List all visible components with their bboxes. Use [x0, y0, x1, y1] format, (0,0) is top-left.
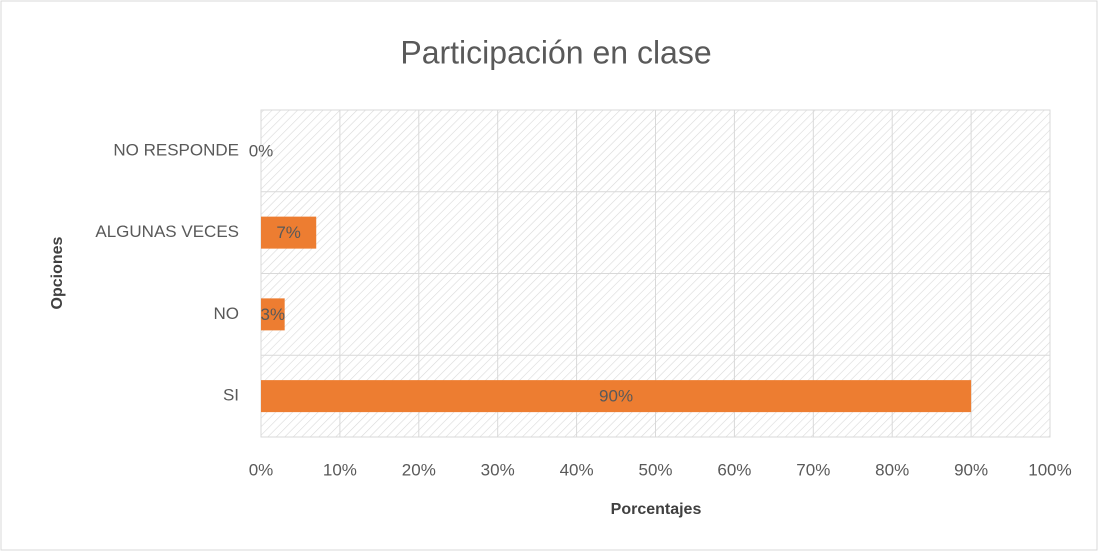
x-tick-label: 60% — [717, 460, 751, 479]
x-tick-label: 100% — [1028, 460, 1071, 479]
data-label: 0% — [249, 141, 274, 160]
y-tick-label: NO RESPONDE — [113, 140, 239, 159]
bar — [261, 380, 972, 413]
bar — [261, 298, 285, 331]
x-tick-label: 90% — [954, 460, 988, 479]
y-tick-label: ALGUNAS VECES — [95, 222, 239, 241]
x-tick-label: 50% — [638, 460, 672, 479]
y-tick-label: SI — [223, 386, 239, 405]
x-tick-label: 70% — [796, 460, 830, 479]
x-tick-label: 40% — [560, 460, 594, 479]
data-label: 3% — [261, 305, 286, 324]
y-tick-label: NO — [214, 304, 240, 323]
bar — [261, 216, 317, 249]
chart-title: Participación en clase — [400, 34, 711, 70]
data-label: 90% — [599, 387, 633, 406]
data-label: 7% — [276, 223, 301, 242]
y-axis-title: Opciones — [49, 236, 66, 309]
x-tick-label: 0% — [249, 460, 274, 479]
x-tick-label: 80% — [875, 460, 909, 479]
x-tick-label: 10% — [323, 460, 357, 479]
x-tick-label: 20% — [402, 460, 436, 479]
x-axis-title: Porcentajes — [611, 501, 702, 518]
x-tick-label: 30% — [481, 460, 515, 479]
